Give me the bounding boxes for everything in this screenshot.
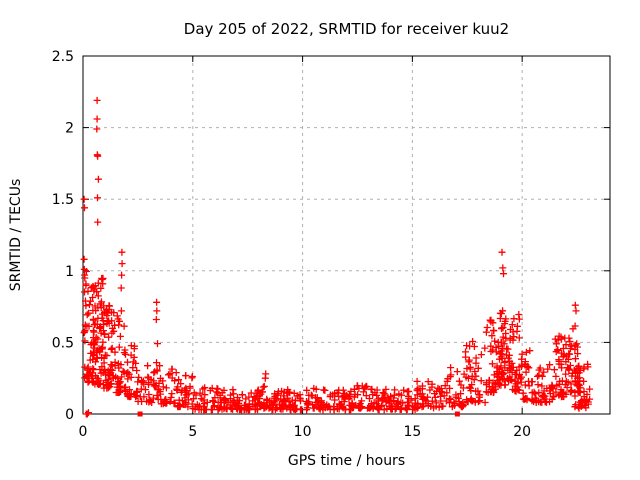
- y-tick-label: 0: [65, 407, 74, 423]
- chart-title: Day 205 of 2022, SRMTID for receiver kuu…: [183, 20, 510, 38]
- y-tick-label: 1: [65, 264, 74, 280]
- y-tick-label: 0.5: [52, 335, 74, 351]
- x-tick-label: 15: [403, 424, 421, 440]
- x-tick-label: 5: [188, 424, 197, 440]
- scatter-points: [80, 96, 594, 418]
- x-tick-label: 20: [513, 424, 531, 440]
- x-tick-label: 10: [294, 424, 312, 440]
- x-axis-label: GPS time / hours: [287, 453, 406, 469]
- y-tick-label: 2.5: [52, 49, 74, 65]
- x-tick-label: 0: [79, 424, 88, 440]
- y-tick-label: 1.5: [52, 192, 74, 208]
- square-marker: [454, 411, 460, 417]
- y-tick-label: 2: [65, 121, 74, 137]
- plot-border: [82, 55, 611, 415]
- square-marker: [137, 411, 143, 417]
